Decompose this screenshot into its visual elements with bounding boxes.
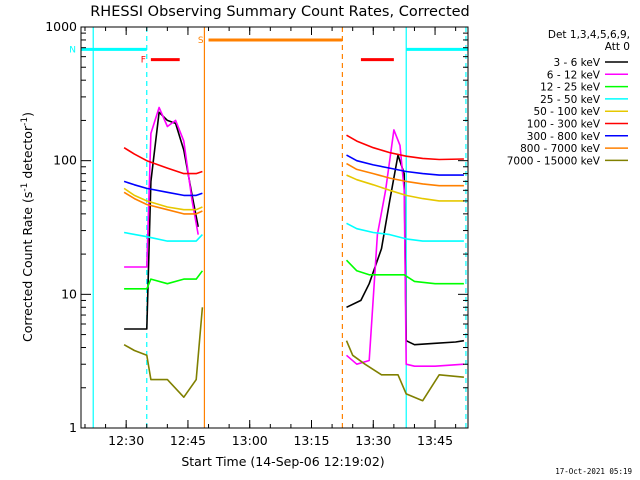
series-line [346, 162, 464, 187]
x-tick-label: 12:30 [108, 433, 144, 448]
series-line [346, 222, 464, 242]
plot-layer: N F S [69, 27, 468, 428]
legend-label: 300 - 800 keV [527, 131, 601, 143]
series-line [346, 174, 464, 202]
series-line [346, 134, 464, 161]
x-tick-label: 13:30 [355, 433, 391, 448]
y-tick-label: 10 [61, 286, 77, 301]
legend-title-line: Det 1,3,4,5,6,9, [548, 29, 630, 41]
series-line [123, 180, 203, 197]
series-line [345, 259, 464, 285]
y-tick-label: 1 [69, 420, 77, 435]
x-tick-label: 13:45 [417, 433, 453, 448]
flag-label: S [198, 36, 204, 46]
legend-label: 25 - 50 keV [540, 94, 601, 106]
y-axis-label-sup: -1 [20, 117, 30, 126]
y-axis-label-sup: -1 [20, 183, 30, 192]
legend-label: 6 - 12 keV [547, 69, 601, 81]
legend-title-line: Att 0 [605, 41, 630, 53]
series-line [124, 270, 204, 290]
y-axis: 1 10 100 1000 [45, 19, 468, 435]
flag-label: F [141, 56, 146, 66]
series-line [346, 154, 464, 176]
plot-frame [80, 26, 469, 429]
x-axis-label: Start Time (14-Sep-06 12:19:02) [181, 454, 384, 469]
x-axis: 12:30 12:45 13:00 13:15 13:30 13:45 [84, 27, 457, 448]
chart-title: RHESSI Observing Summary Count Rates, Co… [90, 4, 470, 20]
series-line [124, 106, 199, 268]
y-axis-label: Corrected Count Rate (s-1 detector-1) [20, 112, 35, 342]
series-line [123, 187, 203, 211]
series-line [345, 340, 464, 402]
timestamp: 17-Oct-2021 05:19 [555, 467, 632, 476]
legend-label: 3 - 6 keV [553, 57, 600, 69]
series-line [345, 129, 464, 368]
y-axis-label-part: detector [20, 125, 35, 183]
x-tick-label: 13:15 [293, 433, 329, 448]
series-line [123, 307, 204, 399]
legend-label: 100 - 300 keV [527, 119, 601, 131]
y-tick-label: 1000 [45, 19, 77, 34]
x-tick-label: 12:45 [170, 433, 206, 448]
legend-label: 7000 - 15000 keV [507, 155, 601, 167]
legend-label: 12 - 25 keV [540, 82, 601, 94]
legend-label: 800 - 7000 keV [520, 143, 601, 155]
series-line [123, 231, 203, 242]
y-axis-label-part: ) [20, 112, 35, 117]
series-line [123, 191, 203, 215]
legend-label: 50 - 100 keV [533, 106, 600, 118]
y-tick-label: 100 [53, 153, 77, 168]
flag-label: N [69, 45, 76, 55]
series-line [123, 147, 203, 175]
y-axis-label-part: Corrected Count Rate (s [20, 192, 35, 342]
x-tick-label: 13:00 [232, 433, 268, 448]
